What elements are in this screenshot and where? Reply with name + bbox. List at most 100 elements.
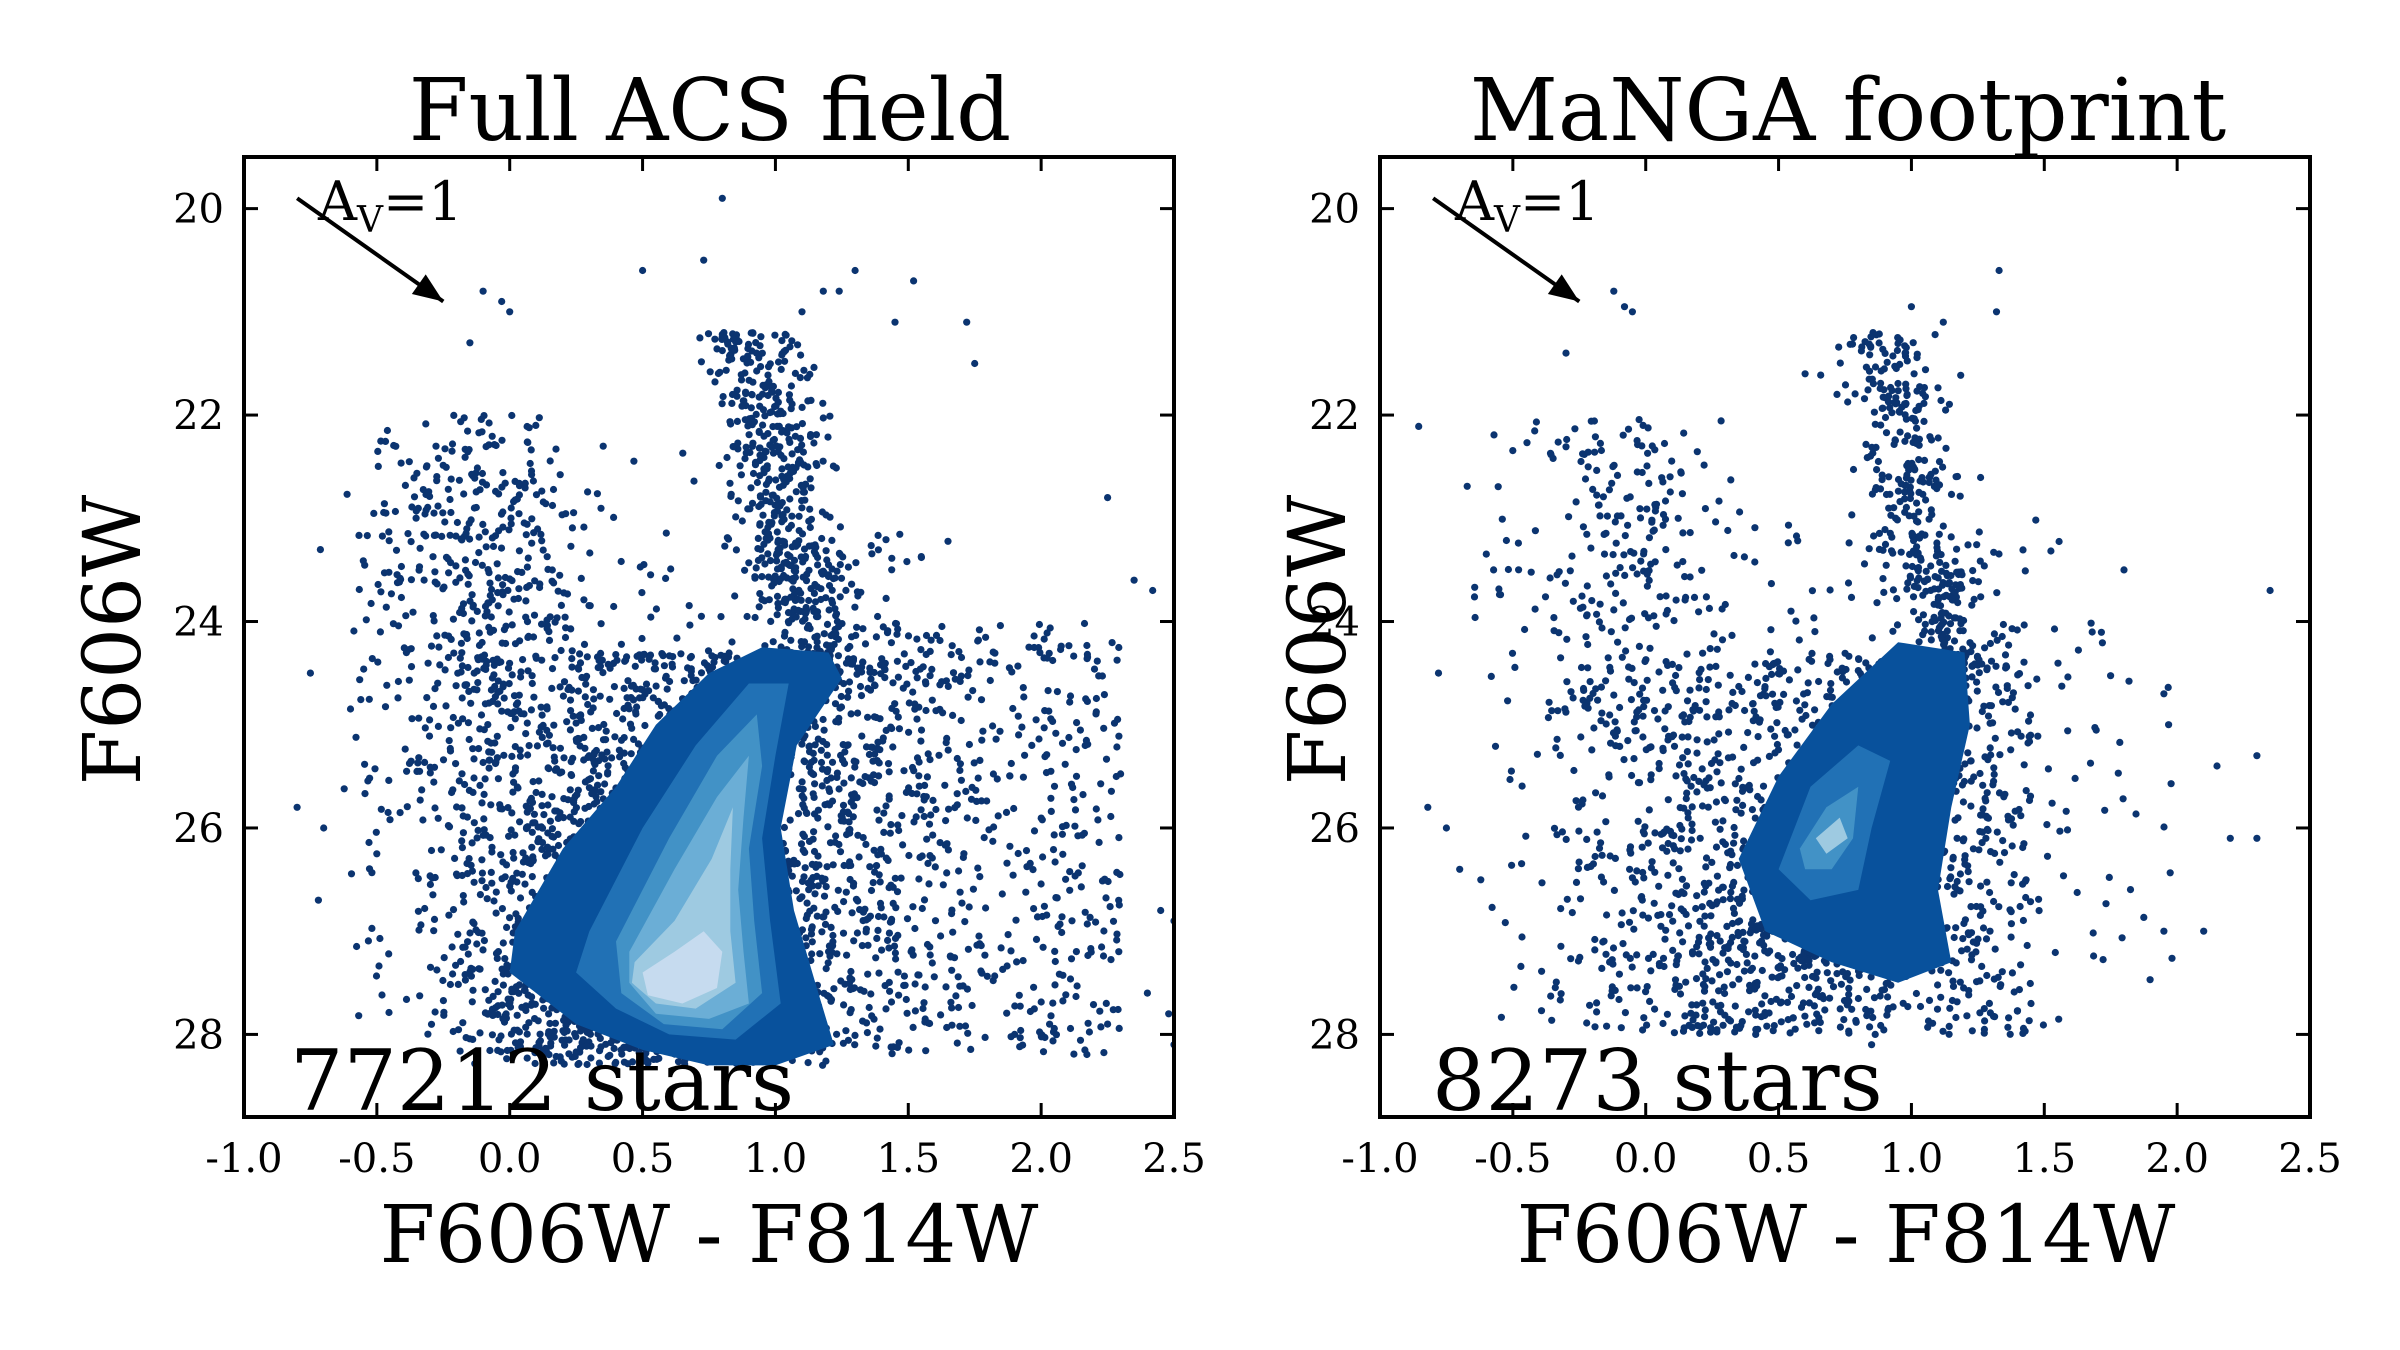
- star-point: [629, 696, 638, 704]
- star-point: [506, 575, 514, 583]
- star-point: [1047, 807, 1055, 816]
- star-point: [834, 652, 843, 660]
- star-point: [805, 517, 813, 525]
- star-point: [1038, 816, 1046, 824]
- star-point: [1019, 957, 1027, 965]
- star-point: [638, 589, 646, 597]
- star-point: [803, 899, 811, 907]
- star-point: [523, 719, 531, 727]
- star-point: [885, 795, 893, 803]
- star-point: [840, 759, 849, 768]
- star-point: [550, 753, 558, 761]
- star-point: [789, 585, 797, 593]
- star-point: [886, 829, 894, 837]
- star-point: [873, 1034, 881, 1042]
- star-point: [764, 371, 772, 379]
- star-point: [1587, 544, 1595, 552]
- star-point: [754, 556, 763, 565]
- star-point: [1915, 456, 1923, 464]
- star-point: [1602, 720, 1610, 728]
- star-point: [852, 631, 860, 640]
- star-point: [570, 509, 578, 517]
- plot-frame: [242, 155, 1176, 1119]
- star-point: [1739, 801, 1747, 810]
- star-point: [697, 358, 706, 366]
- star-point: [961, 1022, 970, 1030]
- star-point: [618, 1050, 626, 1058]
- star-point: [778, 465, 786, 473]
- star-point: [822, 1057, 830, 1065]
- star-point: [651, 659, 659, 667]
- star-point: [798, 403, 806, 411]
- star-point: [866, 664, 874, 672]
- star-point: [673, 634, 681, 642]
- star-point: [765, 573, 773, 581]
- star-point: [893, 888, 902, 896]
- star-point: [1143, 989, 1151, 997]
- star-point: [487, 868, 495, 877]
- star-point: [868, 550, 876, 558]
- star-point: [1897, 548, 1905, 556]
- star-point: [780, 632, 789, 640]
- star-point: [559, 692, 568, 700]
- star-point: [1561, 705, 1569, 713]
- star-point: [458, 804, 466, 812]
- star-point: [524, 667, 532, 675]
- star-point: [1044, 687, 1052, 695]
- star-point: [458, 837, 466, 845]
- star-point: [486, 628, 494, 636]
- star-point: [652, 605, 661, 613]
- star-point: [446, 531, 454, 539]
- star-point: [784, 609, 793, 617]
- star-point: [429, 612, 437, 620]
- star-point: [363, 532, 371, 540]
- star-point: [1655, 765, 1663, 773]
- star-point: [827, 646, 835, 654]
- star-point: [617, 640, 626, 648]
- star-point: [908, 789, 916, 798]
- star-point: [549, 485, 558, 494]
- star-point: [833, 567, 841, 575]
- star-point: [798, 740, 806, 748]
- star-point: [1039, 943, 1047, 951]
- star-point: [508, 809, 516, 817]
- star-point: [1984, 712, 1993, 720]
- star-point: [887, 639, 896, 647]
- star-point: [481, 602, 490, 611]
- star-point: [882, 594, 890, 603]
- star-point: [759, 406, 768, 414]
- star-point: [1942, 406, 1950, 414]
- star-point: [905, 851, 913, 860]
- star-point: [522, 531, 530, 539]
- star-point: [1084, 951, 1092, 960]
- star-point: [983, 972, 991, 980]
- star-point: [920, 896, 929, 904]
- star-point: [494, 574, 502, 582]
- star-point: [825, 606, 833, 614]
- star-point: [925, 880, 933, 888]
- star-point: [1036, 649, 1044, 657]
- star-point: [823, 751, 831, 759]
- star-point: [690, 477, 698, 485]
- star-point: [1990, 764, 1998, 772]
- star-point: [920, 812, 928, 821]
- star-point: [452, 578, 460, 586]
- star-point: [823, 620, 832, 629]
- star-point: [401, 481, 409, 489]
- star-point: [569, 754, 577, 762]
- star-point: [450, 649, 458, 657]
- star-point: [522, 825, 531, 833]
- star-point: [603, 748, 611, 756]
- star-point: [879, 734, 887, 742]
- star-point: [798, 778, 806, 786]
- star-point: [560, 678, 569, 686]
- star-point: [887, 1043, 895, 1051]
- star-point: [917, 737, 925, 745]
- star-point: [382, 509, 390, 517]
- star-point: [563, 1027, 571, 1035]
- star-point: [758, 596, 766, 604]
- star-point: [926, 647, 934, 656]
- star-point: [953, 1039, 961, 1047]
- star-point: [497, 658, 505, 666]
- star-point: [974, 637, 982, 645]
